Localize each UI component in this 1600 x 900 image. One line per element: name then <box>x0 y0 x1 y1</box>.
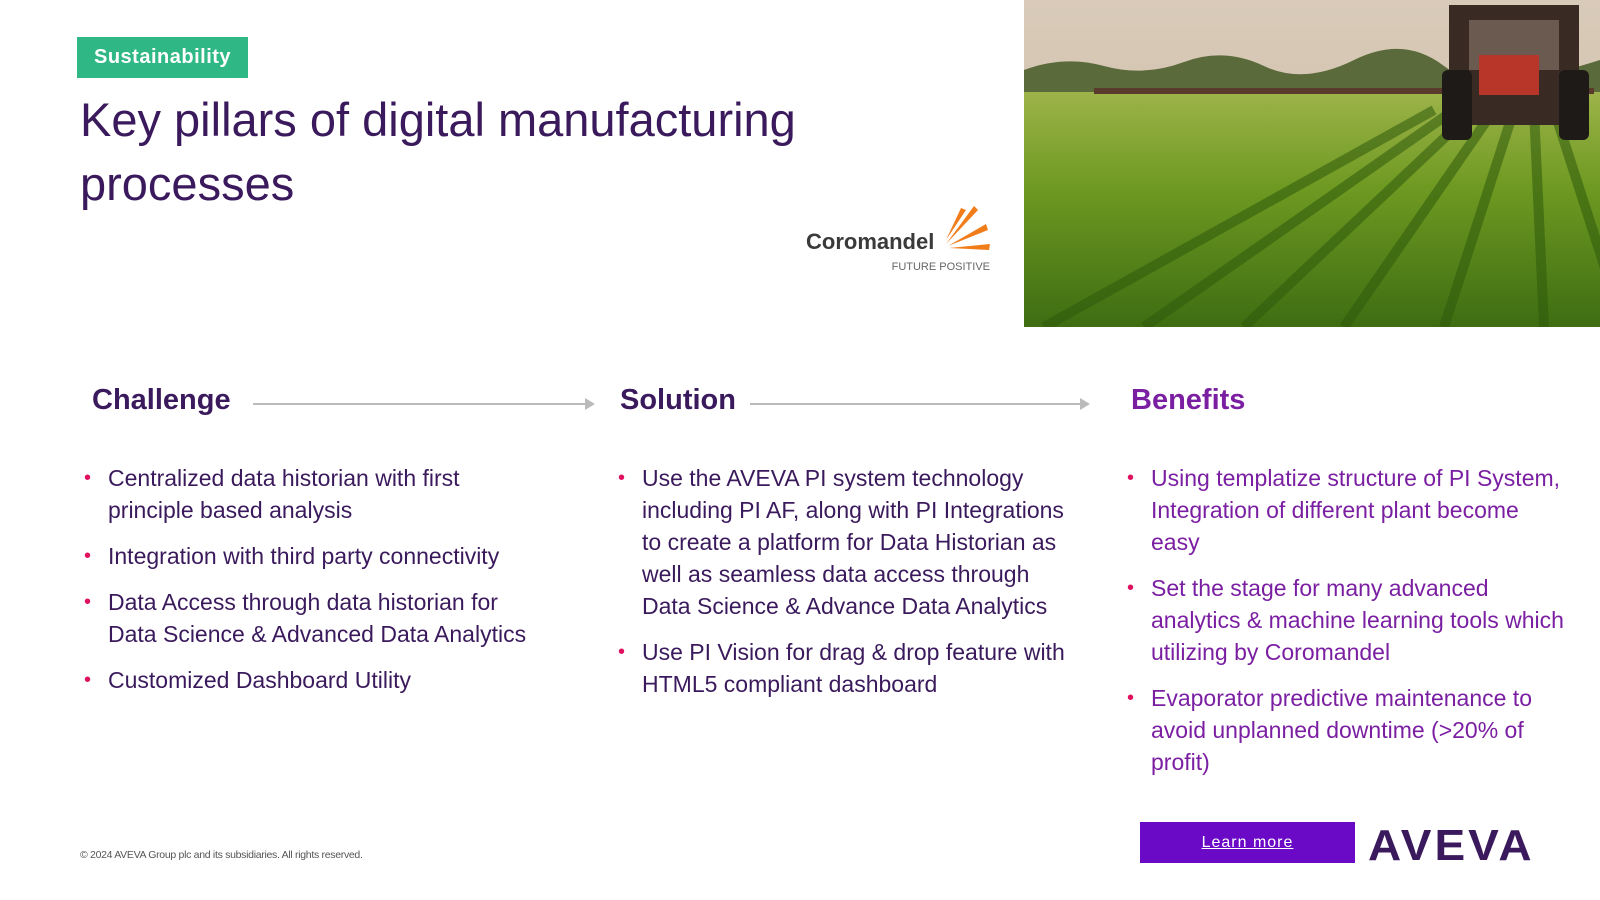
copyright: © 2024 AVEVA Group plc and its subsidiar… <box>80 849 363 861</box>
column-heading: Benefits <box>1131 384 1246 416</box>
bullet-item: • Data Access through data historian for … <box>84 586 544 650</box>
bullet: • <box>1127 577 1135 599</box>
bullet: • <box>1127 687 1135 709</box>
arrow <box>253 398 595 410</box>
bullet: • <box>618 641 626 663</box>
bullet-item: • Set the stage for many advanced analyti… <box>1127 572 1567 668</box>
bullet: • <box>84 669 92 691</box>
bullet-text: Centralized data historian with first pr… <box>108 465 460 523</box>
logo-name: Coromandel <box>806 229 934 254</box>
bullet: • <box>1127 467 1135 489</box>
column-heading: Challenge <box>92 384 231 416</box>
bullet-text: Integration with third party connectivit… <box>108 543 500 569</box>
bullet: • <box>84 545 92 567</box>
bullet-item: • Use the AVEVA PI system technology incl… <box>618 462 1068 622</box>
bullet-list: • Centralized data historian with first p… <box>84 462 544 710</box>
arrow <box>750 398 1090 410</box>
field-photo <box>1024 0 1600 327</box>
bullet: • <box>84 591 92 613</box>
bullet-text: Data Access through data historian for D… <box>108 589 527 647</box>
bullet-item: • Customized Dashboard Utility <box>84 664 544 696</box>
brand-logo: AVEVA <box>1368 820 1535 870</box>
logo-tagline: FUTURE POSITIVE <box>892 261 990 273</box>
bullet-item: • Use PI Vision for drag & drop feature w… <box>618 636 1068 700</box>
column-heading: Solution <box>620 384 736 416</box>
bullet-text: Set the stage for many advanced analytic… <box>1151 575 1564 665</box>
bullet-item: • Integration with third party connectivi… <box>84 540 544 572</box>
customer-logo: Coromandel FUTURE POSITIVE <box>806 206 990 273</box>
slide-title: Key pillars of digital manufacturing pro… <box>80 93 796 210</box>
bullet-text: Use the AVEVA PI system technology inclu… <box>642 465 1064 619</box>
bullet: • <box>84 467 92 489</box>
bullet-text: Use PI Vision for drag & drop feature wi… <box>642 639 1065 697</box>
bullet-text: Using templatize structure of PI System,… <box>1151 465 1561 555</box>
tag: Sustainability <box>77 37 249 78</box>
bullet-list: • Use the AVEVA PI system technology incl… <box>618 462 1068 714</box>
bullet-text: Evaporator predictive maintenance to avo… <box>1151 685 1532 775</box>
bullet-item: • Using templatize structure of PI System… <box>1127 462 1567 558</box>
bullet-item: • Evaporator predictive maintenance to av… <box>1127 682 1567 778</box>
bullet-list: • Using templatize structure of PI System… <box>1127 462 1567 792</box>
bullet: • <box>618 467 626 489</box>
bullet-item: • Centralized data historian with first p… <box>84 462 544 526</box>
learn-more-button[interactable]: Learn more <box>1140 822 1355 863</box>
bullet-text: Customized Dashboard Utility <box>108 667 411 693</box>
